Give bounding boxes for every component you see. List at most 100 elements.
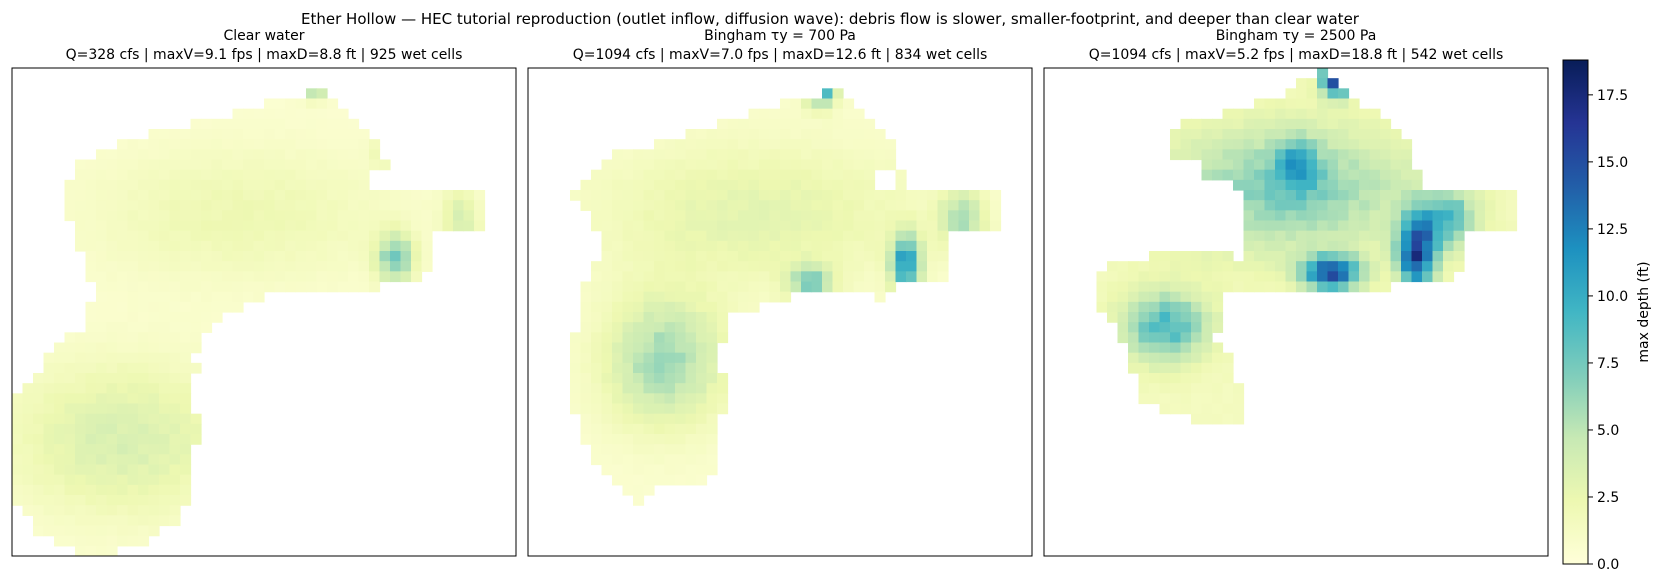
depth-cell xyxy=(1180,352,1192,364)
depth-cell xyxy=(159,434,171,445)
depth-cell xyxy=(64,474,76,486)
depth-cell xyxy=(1233,281,1245,293)
depth-cell xyxy=(148,301,160,313)
depth-cell xyxy=(675,342,687,354)
depth-cell xyxy=(570,332,582,344)
depth-cell xyxy=(211,312,223,323)
depth-cell xyxy=(811,139,823,150)
depth-cell xyxy=(96,261,108,272)
depth-cell xyxy=(96,393,108,405)
depth-cell xyxy=(106,505,118,516)
depth-cell xyxy=(727,190,739,201)
depth-cell xyxy=(1222,413,1234,425)
depth-cell xyxy=(1432,230,1444,242)
depth-cell xyxy=(274,118,286,130)
depth-cell xyxy=(211,220,223,232)
depth-cell xyxy=(306,190,318,201)
depth-cell xyxy=(75,434,87,445)
depth-cell xyxy=(1359,139,1371,150)
depth-cell xyxy=(1264,108,1276,120)
depth-cell xyxy=(1317,190,1329,201)
depth-cell xyxy=(1170,373,1182,384)
depth-cell xyxy=(633,251,645,262)
depth-cell xyxy=(1285,230,1297,242)
depth-cell xyxy=(64,434,76,445)
depth-cell xyxy=(96,240,108,252)
depth-cell xyxy=(43,464,55,476)
depth-cell xyxy=(801,190,813,201)
depth-cell xyxy=(43,474,55,486)
depth-cell xyxy=(801,220,813,232)
depth-cell xyxy=(622,200,634,211)
depth-cell xyxy=(180,484,192,496)
depth-cell xyxy=(106,423,118,435)
depth-cell xyxy=(780,118,792,130)
depth-cell xyxy=(96,332,108,344)
depth-cell xyxy=(801,251,813,262)
depth-cell xyxy=(717,159,729,171)
depth-cell xyxy=(106,362,118,374)
depth-cell xyxy=(358,139,370,150)
depth-cell xyxy=(591,261,603,272)
depth-cell xyxy=(1380,149,1392,161)
depth-cell xyxy=(180,261,192,272)
depth-cell xyxy=(85,169,97,181)
depth-cell xyxy=(675,261,687,272)
depth-cell xyxy=(1149,271,1161,283)
depth-cell xyxy=(1401,200,1413,211)
depth-cell xyxy=(622,291,634,303)
depth-cell xyxy=(1422,200,1434,211)
depth-cell xyxy=(295,179,307,191)
depth-cell xyxy=(43,454,55,466)
depth-cell xyxy=(801,139,813,150)
depth-cell xyxy=(463,210,475,222)
depth-cell xyxy=(1327,98,1339,110)
depth-cell xyxy=(1107,312,1119,323)
depth-cell xyxy=(748,149,760,161)
depth-cell xyxy=(96,495,108,506)
depth-cell xyxy=(769,220,781,232)
depth-cell xyxy=(1474,200,1486,211)
depth-cell xyxy=(633,200,645,211)
depth-cell xyxy=(591,291,603,303)
depth-cell xyxy=(127,169,139,181)
depth-cell xyxy=(85,505,97,516)
depth-cell xyxy=(117,444,129,455)
depth-cell xyxy=(580,423,592,435)
depth-cell xyxy=(85,301,97,313)
depth-cell xyxy=(748,301,760,313)
depth-cell xyxy=(727,271,739,283)
depth-cell xyxy=(96,291,108,303)
depth-cell xyxy=(1285,240,1297,252)
depth-cell xyxy=(64,484,76,496)
depth-cell xyxy=(885,240,897,252)
depth-cell xyxy=(54,393,66,405)
depth-cell xyxy=(633,149,645,161)
depth-cell xyxy=(1201,342,1213,354)
depth-cell xyxy=(1306,210,1318,222)
depth-cell xyxy=(285,271,297,283)
depth-cell xyxy=(811,129,823,140)
depth-cell xyxy=(1306,230,1318,242)
depth-cell xyxy=(1128,312,1140,323)
depth-cell xyxy=(358,200,370,211)
depth-cell xyxy=(643,301,655,313)
depth-cell xyxy=(211,200,223,211)
depth-cell xyxy=(243,230,255,242)
depth-cell xyxy=(801,271,813,283)
depth-cell xyxy=(264,129,276,140)
depth-cell xyxy=(243,291,255,303)
depth-cell xyxy=(591,220,603,232)
depth-cell xyxy=(169,230,181,242)
depth-cell xyxy=(222,129,234,140)
depth-cell xyxy=(138,291,150,303)
depth-cell xyxy=(633,484,645,496)
depth-cell xyxy=(1359,251,1371,262)
depth-cell xyxy=(654,322,666,333)
depth-cell xyxy=(232,301,244,313)
depth-cell xyxy=(253,149,265,161)
depth-cell xyxy=(106,230,118,242)
depth-cell xyxy=(1264,190,1276,201)
depth-cell xyxy=(201,200,213,211)
depth-cell xyxy=(138,301,150,313)
